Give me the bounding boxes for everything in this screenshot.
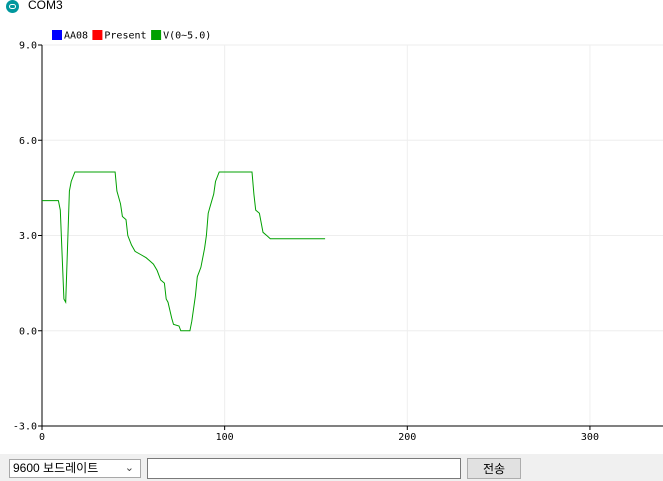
window-title: COM3 (28, 0, 63, 12)
legend-swatch (52, 30, 62, 40)
baud-rate-label: 9600 보드레이트 (13, 461, 99, 475)
x-tick-label: 300 (581, 432, 599, 443)
legend-label: V(0~5.0) (163, 31, 211, 42)
legend-swatch (92, 30, 103, 40)
y-tick-label: 0.0 (19, 326, 37, 337)
legend-label: AA08 (64, 31, 88, 42)
y-tick-label: 9.0 (19, 41, 37, 52)
x-tick-label: 100 (216, 432, 234, 443)
y-tick-label: 6.0 (19, 136, 37, 147)
bottom-toolbar: 9600 보드레이트 ⌄ 전송 (0, 454, 663, 481)
title-bar: COM3 (0, 0, 663, 13)
chevron-down-icon: ⌄ (124, 462, 134, 474)
y-tick-label: -3.0 (13, 422, 37, 433)
serial-plotter-chart: 9.0 6.0 3.0 0.0 -3.00 100 200 300 AA08 Present V(0… (13, 30, 663, 443)
x-tick-label: 200 (398, 432, 416, 443)
series-line (42, 171, 326, 332)
legend-label: Present (104, 31, 146, 42)
y-tick-label: 3.0 (19, 231, 37, 242)
send-input[interactable] (147, 458, 461, 479)
send-button[interactable]: 전송 (467, 458, 521, 479)
arduino-icon (6, 0, 19, 13)
legend-swatch (151, 30, 162, 40)
baud-rate-select[interactable]: 9600 보드레이트 ⌄ (9, 459, 141, 478)
x-tick-label: 0 (39, 432, 45, 443)
